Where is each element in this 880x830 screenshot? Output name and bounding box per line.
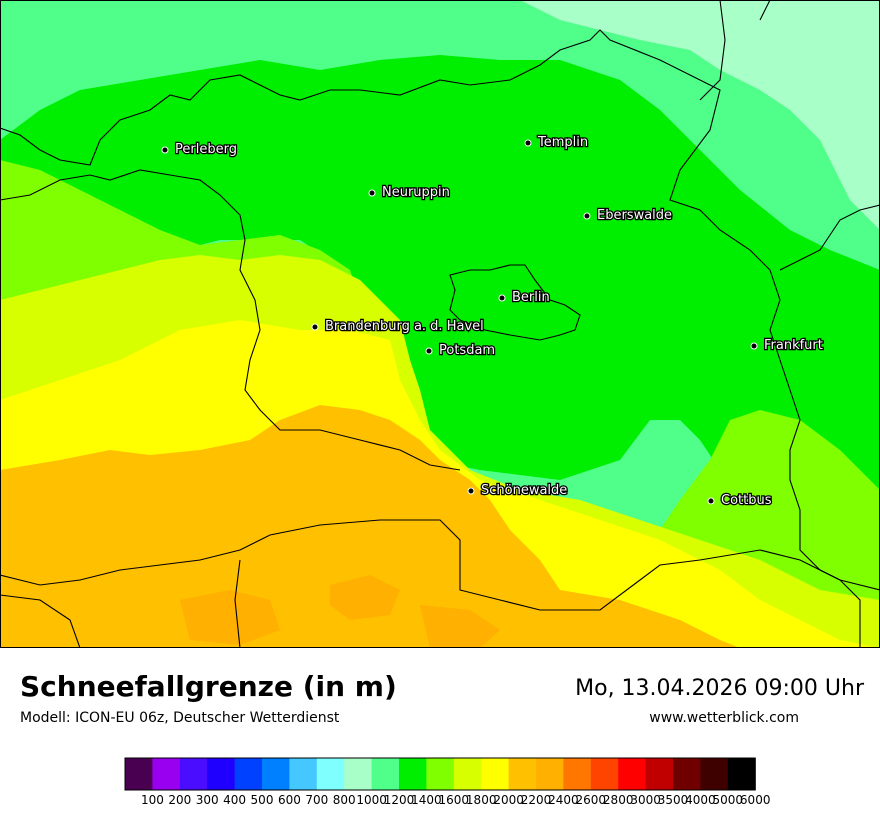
legend-label: 1000 xyxy=(356,793,387,807)
map-footer: Schneefallgrenze (in m) Modell: ICON-EU … xyxy=(0,648,880,830)
legend-swatch xyxy=(563,758,592,790)
legend-swatch xyxy=(645,758,674,790)
zone-2200 xyxy=(0,405,740,648)
border-west xyxy=(0,169,461,471)
legend-swatch xyxy=(673,758,701,790)
legend-swatch xyxy=(207,758,236,790)
legend-label: 3000 xyxy=(630,793,661,807)
legend-swatch xyxy=(481,758,510,790)
legend-swatch xyxy=(344,758,373,790)
legend-swatch xyxy=(125,758,153,790)
legend-label: 700 xyxy=(305,793,328,807)
legend-label: 200 xyxy=(168,793,191,807)
legend-label: 1200 xyxy=(384,793,415,807)
border-north xyxy=(0,29,861,648)
city-perleberg: Perleberg xyxy=(161,141,238,158)
city-brandenburg: Brandenburg a. d. Havel xyxy=(311,318,485,335)
city-neuruppin: Neuruppin xyxy=(368,184,451,201)
legend-swatch xyxy=(399,758,427,790)
svg-text:Eberswalde: Eberswalde xyxy=(597,208,672,223)
border-south xyxy=(0,519,880,611)
border-inner-s xyxy=(234,559,241,649)
legend-swatch xyxy=(508,758,537,790)
legend-label: 2600 xyxy=(576,793,607,807)
legend-label: 2000 xyxy=(493,793,524,807)
legend-label: 5000 xyxy=(713,793,744,807)
legend-swatch xyxy=(426,758,455,790)
city-templin: Templin xyxy=(524,134,589,151)
svg-text:Perleberg: Perleberg xyxy=(175,142,237,157)
legend-label: 300 xyxy=(196,793,219,807)
legend-swatch xyxy=(536,758,564,790)
legend-swatch xyxy=(618,758,647,790)
zone-2400-b xyxy=(330,575,400,620)
snowline-map: Perleberg Templin Neuruppin Eberswalde B… xyxy=(0,0,880,649)
map-title: Schneefallgrenze (in m) xyxy=(20,670,397,703)
svg-text:Potsdam: Potsdam xyxy=(439,343,495,358)
color-legend: 100 200 300 400 500 600 700 800 1000120014001600… xyxy=(124,757,771,807)
legend-label: 2200 xyxy=(521,793,552,807)
legend-swatch xyxy=(590,758,619,790)
model-source: Modell: ICON-EU 06z, Deutscher Wetterdie… xyxy=(20,710,340,726)
forecast-datetime: Mo, 13.04.2026 09:00 Uhr xyxy=(575,676,864,701)
city-schoenewalde: Schönewalde xyxy=(467,482,569,499)
legend-label: 1800 xyxy=(466,793,497,807)
svg-text:Schönewalde: Schönewalde xyxy=(481,483,567,498)
legend-label: 1600 xyxy=(439,793,470,807)
svg-text:Berlin: Berlin xyxy=(512,290,550,305)
border-east-upper xyxy=(699,0,880,271)
legend-label: 1400 xyxy=(411,793,442,807)
city-potsdam: Potsdam xyxy=(425,342,496,359)
svg-text:Neuruppin: Neuruppin xyxy=(382,185,450,200)
legend-label: 600 xyxy=(278,793,301,807)
svg-text:Templin: Templin xyxy=(537,135,588,150)
legend-label: 400 xyxy=(223,793,246,807)
legend-label: 2800 xyxy=(603,793,634,807)
legend-swatch xyxy=(289,758,318,790)
city-berlin: Berlin xyxy=(498,289,551,306)
legend-swatch xyxy=(179,758,208,790)
legend-swatch xyxy=(262,758,290,790)
legend-label: 3500 xyxy=(658,793,689,807)
legend-label: 500 xyxy=(251,793,274,807)
legend-swatch xyxy=(371,758,400,790)
legend-border xyxy=(124,757,756,791)
legend-swatch xyxy=(727,758,756,790)
zone-2400-a xyxy=(180,590,280,645)
legend-label: 6000 xyxy=(740,793,771,807)
legend-swatch xyxy=(152,758,181,790)
zone-2400-c xyxy=(420,605,500,648)
website-link[interactable]: www.wetterblick.com xyxy=(649,710,799,726)
city-eberswalde: Eberswalde xyxy=(583,207,673,224)
svg-text:Cottbus: Cottbus xyxy=(721,493,772,508)
svg-text:Brandenburg a. d. Havel: Brandenburg a. d. Havel xyxy=(325,319,484,334)
zone-1400 xyxy=(0,55,880,575)
zone-1000 xyxy=(520,0,880,230)
legend-label: 2400 xyxy=(548,793,579,807)
legend-swatch xyxy=(700,758,729,790)
legend-label: 100 xyxy=(141,793,164,807)
city-cottbus: Cottbus xyxy=(707,492,773,509)
svg-text:Frankfurt: Frankfurt xyxy=(764,338,823,353)
legend-swatch xyxy=(453,758,482,790)
legend-swatch xyxy=(234,758,263,790)
legend-label: 4000 xyxy=(685,793,716,807)
border-berlin xyxy=(449,264,581,341)
border-sw xyxy=(0,594,81,649)
city-frankfurt: Frankfurt xyxy=(750,337,824,354)
legend-label: 800 xyxy=(333,793,356,807)
legend-swatch xyxy=(316,758,345,790)
